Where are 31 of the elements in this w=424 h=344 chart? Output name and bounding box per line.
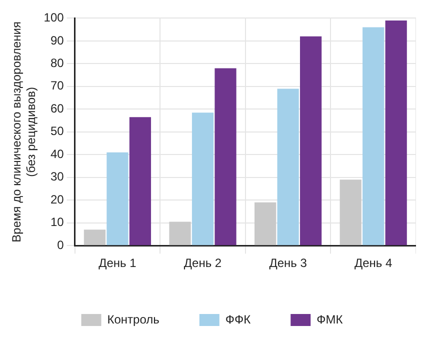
bar xyxy=(106,152,128,246)
bar xyxy=(300,36,322,246)
y-tick-label: 20 xyxy=(50,192,64,206)
x-tick-label: День 4 xyxy=(354,256,393,270)
bar xyxy=(84,230,106,246)
bar xyxy=(277,88,299,246)
y-tick-label: 0 xyxy=(57,238,64,252)
y-tick-label: 10 xyxy=(50,215,64,230)
legend-label: ФФК xyxy=(225,312,251,326)
y-axis-title: Время до клинического выздоровления (без рецидивов) xyxy=(10,21,38,242)
bar xyxy=(340,180,362,246)
x-tick-label: День 3 xyxy=(269,256,308,270)
y-tick-label: 100 xyxy=(44,10,64,25)
y-tick-label: 60 xyxy=(50,101,64,116)
x-tick-label: День 1 xyxy=(98,256,137,270)
bar xyxy=(129,117,152,246)
bar xyxy=(169,222,191,246)
y-tick-label: 70 xyxy=(50,78,64,93)
y-tick-label: 50 xyxy=(50,124,64,138)
bar xyxy=(192,112,214,246)
bar xyxy=(362,27,384,246)
bar xyxy=(385,20,407,246)
legend-label: Контроль xyxy=(107,312,160,326)
y-tick-label: 90 xyxy=(50,33,64,48)
bar xyxy=(254,202,276,246)
x-tick-label: День 2 xyxy=(184,256,222,270)
bar xyxy=(214,68,236,246)
y-tick-label: 40 xyxy=(50,146,64,161)
y-tick-label: 80 xyxy=(50,56,64,70)
legend-label: ФМК xyxy=(316,312,343,326)
y-tick-label: 30 xyxy=(50,170,64,184)
